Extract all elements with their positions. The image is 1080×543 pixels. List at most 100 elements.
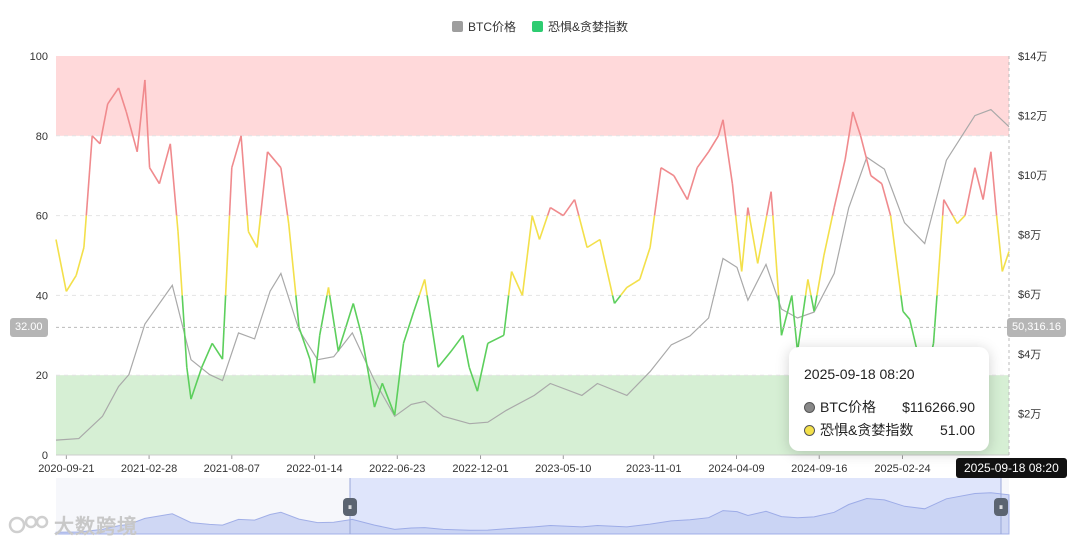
fear-greed-segment [943,199,954,216]
fear-greed-segment [936,215,944,296]
x-tick-label: 2021-02-28 [121,463,177,475]
fear-greed-segment [613,294,622,304]
crosshair [56,56,1010,455]
y-left-tick-label: 20 [36,370,48,382]
fear-greed-segment [318,295,328,336]
tooltip-value-price: $116266.90 [902,399,975,415]
x-tick-label: 2024-04-09 [708,463,764,475]
fear-greed-segment [649,215,656,248]
fear-greed-segment [673,175,689,200]
y-right-tick-label: $12万 [1018,111,1047,123]
crosshair-date-badge: 2025-09-18 08:20 [956,458,1067,478]
fear-greed-segment [487,334,505,345]
fear-greed-segment [309,359,316,384]
fear-greed-segment [982,151,992,200]
fear-greed-segment [426,295,439,368]
fear-greed-segment [476,343,489,392]
legend-swatch-fgi [532,21,543,32]
fear-greed-segment [211,342,224,360]
watermark: 大数跨境 [8,510,138,539]
x-tick-label: 2025-02-24 [874,463,930,475]
fear-greed-segment [756,215,768,264]
fear-greed-segment [503,295,510,336]
fear-greed-segment [75,247,85,276]
fear-greed-segment [810,295,815,312]
fear-greed-segment [423,279,428,296]
fear-greed-segment [240,135,248,216]
legend: BTC价格 恐惧&贪婪指数 [0,18,1080,35]
fear-greed-segment [932,295,938,344]
tooltip-dot-fgi [804,424,815,436]
y-left-tick-label: 40 [36,290,48,302]
fear-greed-segment [859,135,872,176]
tooltip-date: 2025-09-18 08:20 [804,366,915,382]
fear-greed-segment [796,295,807,352]
fear-greed-segment [696,151,710,169]
fear-greed-segment [586,238,601,249]
x-axis: 2020-09-21 2021-02-28 2021-08-07 2022-01-14… [38,454,1009,475]
fear-greed-segment [158,143,172,184]
fear-greed-segment [995,215,1004,272]
fear-greed-segment [974,167,984,200]
fear-greed-segment [941,199,945,216]
fear-greed-segment [246,215,250,232]
fear-greed-segment [393,343,405,416]
fear-greed-segment [352,303,363,336]
watermark-logo-icon [8,515,49,533]
fear-greed-segment [660,167,675,177]
fear-greed-segment [413,295,421,312]
fear-greed-segment [813,295,818,312]
x-tick-label: 2023-11-01 [626,463,681,475]
tooltip-label-fgi: 恐惧&贪婪指数 [820,422,914,438]
fear-greed-segment [881,183,892,216]
extreme-greed-band [56,56,1009,136]
fear-greed-segment [852,111,862,137]
tooltip-row-fgi: 恐惧&贪婪指数 51.00 [804,420,975,440]
fear-greed-segment [573,199,580,216]
fear-greed-segment [186,367,192,400]
fear-greed-segment [748,215,759,264]
fear-greed-segment [611,295,616,304]
y-right-tick-label: $6万 [1018,289,1041,301]
fear-greed-segment [804,279,809,296]
x-tick-label: 2022-01-14 [286,463,342,475]
navigator-right-handle[interactable]: ⏸ [994,498,1008,516]
fear-greed-segment [295,295,300,328]
fear-greed-segment [286,215,290,224]
legend-item-price[interactable]: BTC价格 [451,18,516,35]
fear-greed-segment [990,151,998,216]
navigator[interactable] [55,478,1010,535]
fear-greed-segment [450,334,464,352]
fear-greed-segment [99,103,109,144]
fear-greed-segment [538,215,549,240]
fear-greed-segment [780,295,793,336]
fear-greed-segment [201,342,213,368]
fear-greed-segment [418,279,426,296]
navigator-left-handle[interactable]: ⏸ [343,498,357,516]
fear-greed-segment [562,199,576,217]
crosshair-left-value: 32.00 [10,318,48,337]
fear-greed-segment [844,111,854,160]
fear-greed-segment [175,215,179,232]
fear-greed-segment [228,167,233,216]
fear-greed-segment [626,278,641,289]
fear-greed-segment [900,295,904,312]
fear-greed-segment [468,366,479,392]
legend-item-fgi[interactable]: 恐惧&贪婪指数 [532,18,628,35]
fear-greed-segment [437,350,452,368]
fear-greed-segment [833,159,846,208]
fear-greed-segment [620,286,628,296]
fear-greed-segment [55,239,68,292]
fear-greed-segment [287,223,297,296]
fear-greed-segment [91,135,101,145]
tooltip-dot-price [804,401,815,413]
fear-greed-segment [148,167,161,185]
y-left-tick-label: 100 [30,51,48,63]
x-tick-label: 2020-09-21 [38,463,94,475]
fear-greed-segment [507,271,513,296]
fear-greed-segment [144,79,151,168]
fear-greed-segment [686,167,698,200]
fear-greed-segment [831,207,835,216]
fear-greed-segment [360,335,376,408]
y-right-tick-label: $14万 [1018,51,1047,63]
